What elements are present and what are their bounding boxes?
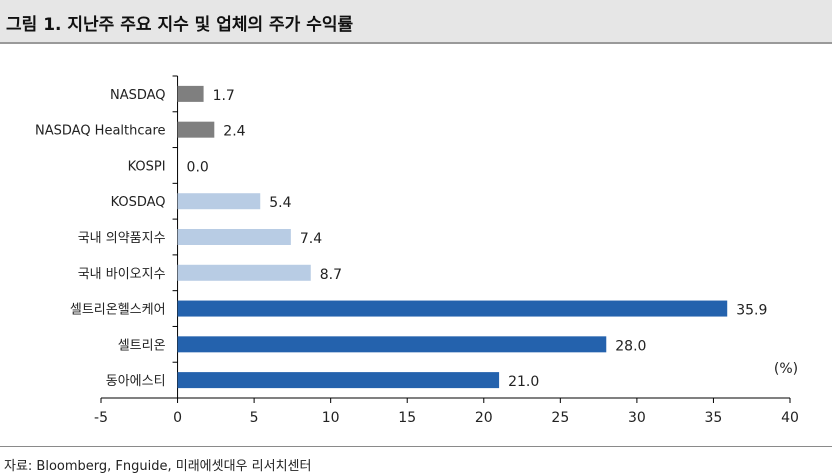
bar [177,193,261,210]
category-label: 동아에스티 [106,374,166,389]
chart-svg: -5 0 5 10 15 20 25 30 35 40 NASDAQ 1.7 NASDAQ Health… [35,75,799,426]
category-label: 국내 바이오지수 [78,267,166,282]
x-tick-label: 25 [551,410,569,426]
x-tick-label: 30 [628,410,646,426]
value-label: 8.7 [320,267,342,283]
category-label: NASDAQ Healthcare [35,124,166,139]
x-tick-label: 10 [322,410,340,426]
category-label: KOSPI [128,159,166,174]
x-tick-label: 20 [475,410,493,426]
x-tick-label: 5 [250,410,259,426]
source-line: 자료: Bloomberg, Fnguide, 미래에셋대우 리서치센터 [0,446,832,475]
bar [177,85,204,102]
bar [177,300,728,317]
value-label: 7.4 [300,231,322,247]
bar [177,336,607,353]
source-note: 자료: Bloomberg, Fnguide, 미래에셋대우 리서치센터 [4,459,312,474]
unit-label: (%) [774,361,798,377]
bar-chart: -5 0 5 10 15 20 25 30 35 40 NASDAQ 1.7 NASDAQ Health… [0,50,832,446]
title-bar: 그림 1. 지난주 주요 지수 및 업체의 주가 수익률 [0,0,832,44]
value-label: 35.9 [736,303,767,319]
value-label: 21.0 [508,374,539,390]
value-label: 5.4 [269,195,291,211]
figure-title: 그림 1. 지난주 주요 지수 및 업체의 주가 수익률 [6,15,354,35]
x-tick-label: 40 [781,410,799,426]
x-tick-label: -5 [94,410,108,426]
value-label: 0.0 [187,159,209,175]
value-label: 1.7 [213,88,235,104]
category-label: 셀트리온헬스케어 [70,303,166,318]
bar [177,372,500,389]
bar [177,229,291,245]
category-label: KOSDAQ [111,195,166,210]
category-label: 국내 의약품지수 [78,231,166,246]
x-tick-label: 15 [398,410,416,426]
bar [177,264,311,281]
value-label: 28.0 [615,338,646,354]
x-tick-label: 35 [705,410,723,426]
category-label: NASDAQ [110,88,166,103]
x-tick-label: 0 [173,410,182,426]
category-label: 셀트리온 [118,338,166,353]
value-label: 2.4 [223,124,245,140]
bar [177,121,215,138]
